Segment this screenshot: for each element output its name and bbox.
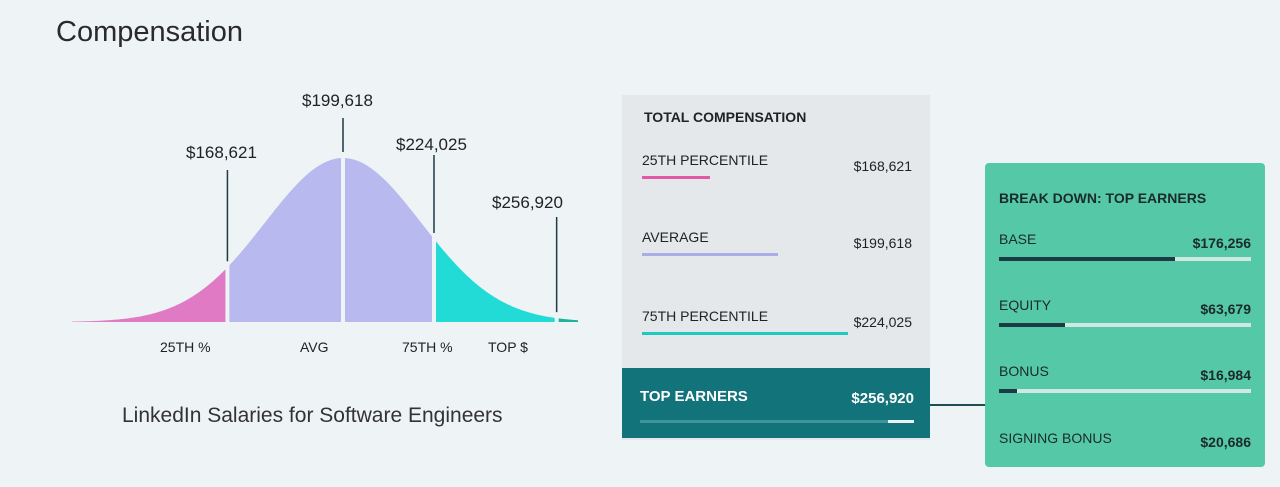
breakdown-row-signing-bonus: SIGNING BONUS $20,686	[999, 430, 1251, 450]
top-earners-value: $256,920	[851, 390, 914, 407]
breakdown-value: $20,686	[1200, 434, 1251, 450]
page-title: Compensation	[56, 16, 243, 48]
x-tick-label: 25TH %	[160, 339, 211, 355]
breakdown-value: $16,984	[1200, 367, 1251, 383]
value-label: $256,920	[492, 193, 563, 212]
breakdown-label: SIGNING BONUS	[999, 430, 1112, 446]
breakdown-row-base: BASE $176,256	[999, 231, 1251, 261]
row-color-bar	[642, 253, 778, 256]
breakdown-value: $176,256	[1192, 235, 1251, 251]
curve-segment	[345, 158, 432, 322]
row-value: $168,621	[853, 158, 912, 174]
curve-segment	[558, 318, 578, 322]
curve-segment	[72, 269, 226, 322]
row-label: 25TH PERCENTILE	[642, 152, 769, 168]
top-earners-row[interactable]: TOP EARNERS $256,920	[622, 368, 930, 438]
breakdown-fill	[999, 323, 1065, 327]
x-tick-label: TOP $	[488, 339, 528, 355]
row-value: $224,025	[853, 314, 912, 330]
curve-segment	[229, 158, 341, 322]
distribution-chart: $168,621 25TH % $199,618 AVG $224,025 75TH % $…	[72, 91, 578, 355]
breakdown-label: BASE	[999, 231, 1037, 247]
value-label: $224,025	[396, 135, 467, 154]
chart-subtitle: LinkedIn Salaries for Software Engineers	[122, 404, 503, 427]
row-color-bar	[642, 332, 848, 335]
top-earners-label: TOP EARNERS	[640, 388, 748, 405]
breakdown-fill	[999, 257, 1176, 261]
breakdown-label: BONUS	[999, 363, 1049, 379]
breakdown-panel: BREAK DOWN: TOP EARNERS BASE $176,256 EQ…	[985, 163, 1265, 467]
total-compensation-header: TOTAL COMPENSATION	[644, 109, 807, 125]
row-label: AVERAGE	[642, 229, 709, 245]
row-value: $199,618	[853, 235, 912, 251]
breakdown-row-bonus: BONUS $16,984	[999, 363, 1251, 393]
value-label: $168,621	[186, 143, 257, 162]
x-tick-label: AVG	[300, 339, 329, 355]
connector-line	[930, 404, 986, 406]
breakdown-row-equity: EQUITY $63,679	[999, 297, 1251, 327]
top-earners-track	[640, 420, 914, 423]
top-earners-marker	[888, 420, 914, 423]
breakdown-label: EQUITY	[999, 297, 1052, 313]
curve-segment	[436, 241, 555, 322]
row-color-bar	[642, 176, 710, 179]
breakdown-track	[999, 323, 1251, 327]
breakdown-value: $63,679	[1200, 301, 1251, 317]
x-tick-label: 75TH %	[402, 339, 453, 355]
row-label: 75TH PERCENTILE	[642, 308, 769, 324]
breakdown-track	[999, 389, 1251, 393]
breakdown-header: BREAK DOWN: TOP EARNERS	[999, 190, 1207, 206]
value-label: $199,618	[302, 91, 373, 110]
breakdown-fill	[999, 389, 1017, 393]
